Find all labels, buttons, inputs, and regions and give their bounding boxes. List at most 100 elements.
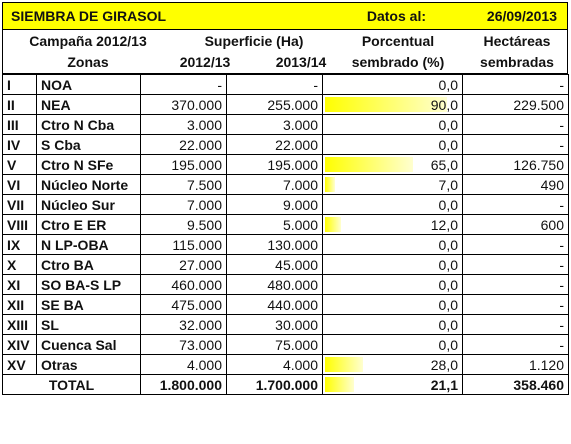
hectares-sown: - xyxy=(462,294,569,315)
surface-2013: 3.000 xyxy=(226,114,323,135)
zone-name: Ctro N SFe xyxy=(36,154,141,175)
zone-name: Ctro E ER xyxy=(36,214,141,235)
total-surface-2013: 1.700.000 xyxy=(226,374,323,395)
hectares-sown: 600 xyxy=(462,214,569,235)
percent-cell: 0,0 xyxy=(322,114,463,135)
surface-2013: - xyxy=(226,74,323,95)
percent-cell: 21,1 xyxy=(322,374,463,395)
percent-header: Porcentual xyxy=(361,33,435,49)
data-date: 26/09/2013 xyxy=(486,8,557,24)
percent-value: 0,0 xyxy=(438,136,458,153)
percent-value: 12,0 xyxy=(430,216,458,233)
surface-2013: 195.000 xyxy=(226,154,323,175)
zone-name: Núcleo Sur xyxy=(36,194,141,215)
hectares-sown: - xyxy=(462,114,569,135)
hectares-sown: - xyxy=(462,314,569,335)
zone-name: Núcleo Norte xyxy=(36,174,141,195)
zone-name: SL xyxy=(36,314,141,335)
zone-number: III xyxy=(2,114,37,135)
percent-value: 0,0 xyxy=(438,76,458,93)
zone-number: IV xyxy=(2,134,37,155)
table-row: I NOA - -0,0- xyxy=(2,74,569,95)
percent-cell: 0,0 xyxy=(322,194,463,215)
table-row: V Ctro N SFe 195.000 195.000 65,0 126.750 xyxy=(2,154,569,175)
zone-number: VI xyxy=(2,174,37,195)
table-row: XIV Cuenca Sal 73.000 75.000 0,0- xyxy=(2,334,569,355)
column-headers: Campaña 2012/13 Zonas Superficie (Ha) 20… xyxy=(2,30,568,74)
zone-number: I xyxy=(2,74,37,95)
total-surface-2012: 1.800.000 xyxy=(140,374,227,395)
zone-name: SO BA-S LP xyxy=(36,274,141,295)
hectares-sown: - xyxy=(462,134,569,155)
percent-cell: 12,0 xyxy=(322,214,463,235)
table-row: IX N LP-OBA 115.000 130.000 0,0- xyxy=(2,234,569,255)
zone-name: Cuenca Sal xyxy=(36,334,141,355)
percent-cell: 65,0 xyxy=(322,154,463,175)
hectares-sown: - xyxy=(462,234,569,255)
zone-name: NOA xyxy=(36,74,141,95)
hectares-sown: 1.120 xyxy=(462,354,569,375)
surface-2013: 30.000 xyxy=(226,314,323,335)
surface-2012: 7.500 xyxy=(140,174,227,195)
percent-bar xyxy=(325,177,335,192)
percent-cell: 0,0 xyxy=(322,294,463,315)
zone-name: S Cba xyxy=(36,134,141,155)
percent-value: 65,0 xyxy=(430,156,458,173)
percent-cell: 0,0 xyxy=(322,134,463,155)
percent-bar xyxy=(325,377,354,392)
percent-bar xyxy=(325,217,342,232)
surface-2013: 75.000 xyxy=(226,334,323,355)
surface-2012: - xyxy=(140,74,227,95)
hectares-sown: - xyxy=(462,274,569,295)
surface-2012: 475.000 xyxy=(140,294,227,315)
surface-2013: 255.000 xyxy=(226,94,323,115)
percent-bar xyxy=(325,97,448,112)
hectares-sown: 126.750 xyxy=(462,154,569,175)
percent-value: 28,0 xyxy=(430,356,458,373)
percent-cell: 28,0 xyxy=(322,354,463,375)
percent-cell: 0,0 xyxy=(322,274,463,295)
zone-number: VII xyxy=(2,194,37,215)
table-row: VIII Ctro E ER 9.500 5.000 12,0 600 xyxy=(2,214,569,235)
surface-2013: 45.000 xyxy=(226,254,323,275)
hectares-sown: - xyxy=(462,254,569,275)
percent-value: 0,0 xyxy=(438,196,458,213)
surface-2012: 460.000 xyxy=(140,274,227,295)
percent-header-sub: sembrado (%) xyxy=(351,54,445,70)
zone-name: SE BA xyxy=(36,294,141,315)
percent-cell: 0,0 xyxy=(322,234,463,255)
surface-2013: 480.000 xyxy=(226,274,323,295)
zone-name: Ctro BA xyxy=(36,254,141,275)
zone-number: X xyxy=(2,254,37,275)
sunflower-sowing-report: SIEMBRA DE GIRASOL Datos al: 26/09/2013 … xyxy=(2,2,569,395)
table-row: XV Otras 4.000 4.000 28,0 1.120 xyxy=(2,354,569,375)
percent-value: 0,0 xyxy=(438,236,458,253)
table-row: XIII SL 32.000 30.000 0,0- xyxy=(2,314,569,335)
report-title-bar: SIEMBRA DE GIRASOL Datos al: 26/09/2013 xyxy=(2,2,568,30)
sowing-table: I NOA - -0,0- II NEA 370.000 255.000 90,0 229.500… xyxy=(2,74,569,395)
surface-2012: 73.000 xyxy=(140,334,227,355)
hectares-sown: 490 xyxy=(462,174,569,195)
table-row: III Ctro N Cba 3.000 3.000 0,0- xyxy=(2,114,569,135)
surface-2012: 4.000 xyxy=(140,354,227,375)
zone-number: XV xyxy=(2,354,37,375)
percent-cell: 7,0 xyxy=(322,174,463,195)
surface-2013: 440.000 xyxy=(226,294,323,315)
surface-2012: 7.000 xyxy=(140,194,227,215)
percent-value: 0,0 xyxy=(438,116,458,133)
hectares-header: Hectáreas xyxy=(483,33,551,49)
zone-number: XIV xyxy=(2,334,37,355)
table-row: II NEA 370.000 255.000 90,0 229.500 xyxy=(2,94,569,115)
total-hectares: 358.460 xyxy=(462,374,569,395)
zone-number: II xyxy=(2,94,37,115)
surface-2012: 115.000 xyxy=(140,234,227,255)
zone-number: VIII xyxy=(2,214,37,235)
surface-2013-header: 2013/14 xyxy=(275,54,327,70)
surface-2013: 130.000 xyxy=(226,234,323,255)
surface-2013: 4.000 xyxy=(226,354,323,375)
zone-number: V xyxy=(2,154,37,175)
table-row: VII Núcleo Sur 7.000 9.000 0,0- xyxy=(2,194,569,215)
table-row: VI Núcleo Norte 7.500 7.000 7,0 490 xyxy=(2,174,569,195)
percent-cell: 0,0 xyxy=(322,74,463,95)
surface-2012: 27.000 xyxy=(140,254,227,275)
